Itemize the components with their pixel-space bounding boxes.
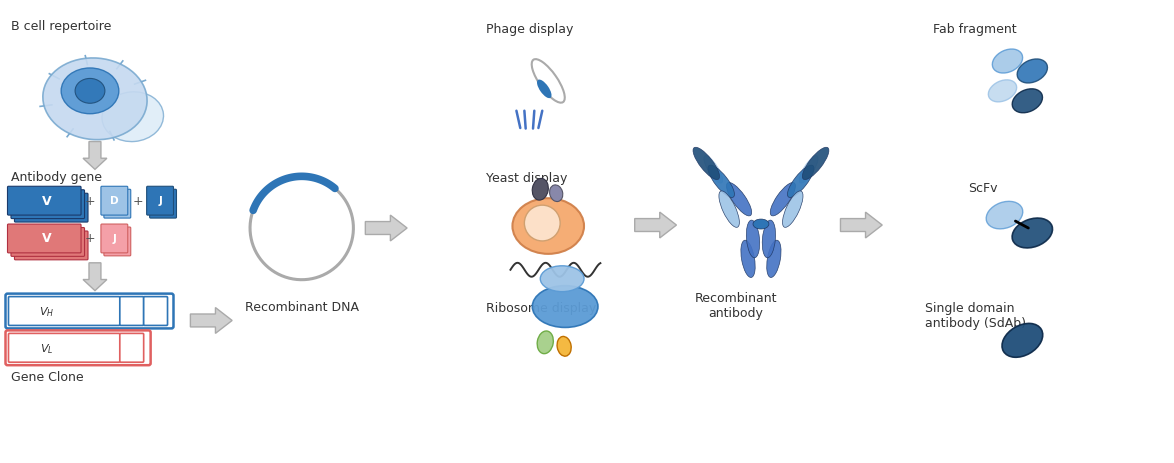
Text: Phage display: Phage display [486,23,573,36]
Ellipse shape [1012,219,1053,248]
Ellipse shape [558,337,572,357]
Ellipse shape [1017,60,1047,84]
FancyBboxPatch shape [7,187,81,216]
Ellipse shape [767,241,781,278]
Polygon shape [83,263,107,291]
FancyBboxPatch shape [101,187,128,216]
Ellipse shape [512,199,583,254]
Ellipse shape [532,286,598,328]
Text: Recombinant
antibody: Recombinant antibody [695,291,777,319]
FancyBboxPatch shape [8,334,120,363]
Ellipse shape [799,156,818,184]
Text: +: + [133,194,143,207]
Ellipse shape [989,81,1017,103]
Ellipse shape [61,69,119,114]
Ellipse shape [75,79,104,104]
Ellipse shape [783,192,803,228]
FancyBboxPatch shape [104,190,130,219]
Polygon shape [365,216,407,241]
Ellipse shape [102,93,163,142]
Ellipse shape [532,60,565,103]
Text: Recombinant DNA: Recombinant DNA [244,300,359,313]
Ellipse shape [986,202,1023,229]
Ellipse shape [708,166,735,198]
Ellipse shape [992,50,1023,74]
Text: Single domain
antibody (SdAb): Single domain antibody (SdAb) [925,301,1026,329]
Ellipse shape [718,192,740,228]
Text: J: J [158,196,162,206]
Text: +: + [85,232,95,245]
Text: D: D [110,196,119,206]
Ellipse shape [532,179,548,200]
FancyBboxPatch shape [143,297,168,326]
Circle shape [525,206,560,241]
Text: Gene Clone: Gene Clone [12,370,85,383]
Ellipse shape [770,183,796,216]
Text: B cell repertoire: B cell repertoire [12,20,112,33]
Ellipse shape [727,183,751,216]
Text: J: J [113,233,116,244]
FancyBboxPatch shape [147,187,174,216]
Polygon shape [190,308,232,334]
Text: V: V [41,232,52,245]
Ellipse shape [549,186,562,202]
Ellipse shape [540,266,583,292]
Ellipse shape [762,221,776,258]
Ellipse shape [1012,90,1043,113]
Text: Antibody gene: Antibody gene [12,171,102,184]
Text: $V_H$: $V_H$ [39,305,54,318]
Text: V: V [41,194,52,207]
Ellipse shape [1003,324,1043,357]
Ellipse shape [704,156,723,184]
FancyBboxPatch shape [149,190,176,219]
Ellipse shape [537,81,552,99]
FancyBboxPatch shape [14,194,88,223]
Polygon shape [635,213,676,238]
Text: Ribosome display: Ribosome display [486,301,596,314]
Polygon shape [83,142,107,170]
Ellipse shape [741,241,755,278]
Ellipse shape [538,331,553,354]
Ellipse shape [788,166,814,198]
FancyBboxPatch shape [14,232,88,260]
FancyBboxPatch shape [8,297,120,326]
Ellipse shape [693,148,720,180]
Ellipse shape [43,59,147,140]
FancyBboxPatch shape [11,228,85,257]
Text: Yeast display: Yeast display [486,172,567,185]
FancyBboxPatch shape [7,225,81,253]
Text: $V_L$: $V_L$ [40,341,53,355]
FancyBboxPatch shape [120,297,143,326]
Text: Fab fragment: Fab fragment [933,23,1017,36]
FancyBboxPatch shape [104,227,130,257]
Ellipse shape [753,219,769,230]
Polygon shape [841,213,882,238]
FancyBboxPatch shape [120,334,143,363]
FancyBboxPatch shape [11,190,85,219]
Text: ScFv: ScFv [967,182,997,195]
Ellipse shape [802,148,829,180]
Text: +: + [85,194,95,207]
FancyBboxPatch shape [101,225,128,253]
Ellipse shape [747,221,760,258]
